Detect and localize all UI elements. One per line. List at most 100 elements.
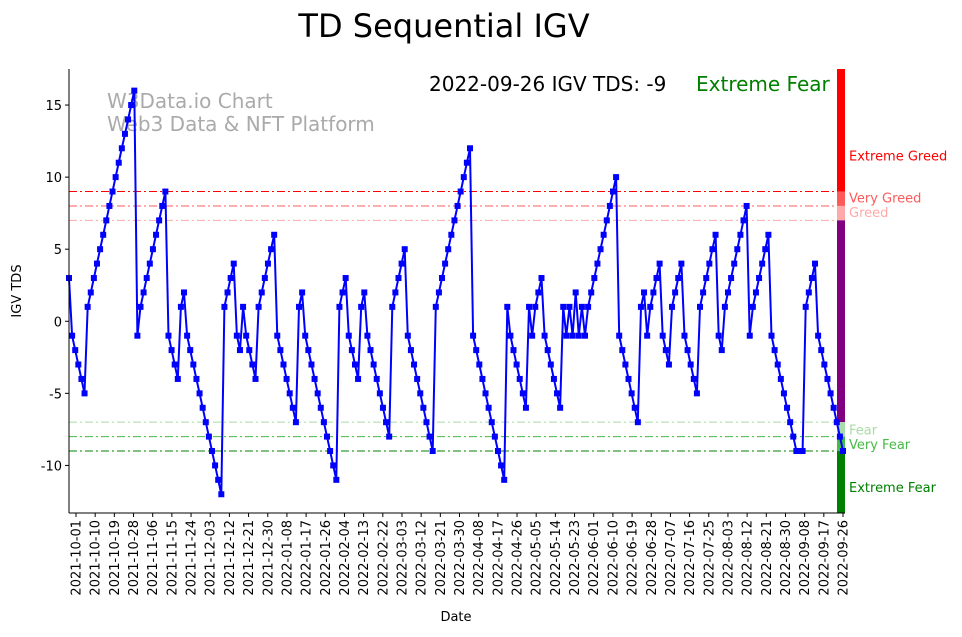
data-point xyxy=(383,419,390,426)
data-point xyxy=(706,260,713,267)
data-point xyxy=(411,361,418,368)
data-point xyxy=(112,174,119,181)
data-point xyxy=(196,390,203,397)
y-tick-label: -10 xyxy=(41,459,62,474)
data-point xyxy=(637,303,644,310)
data-point xyxy=(134,332,141,339)
data-point xyxy=(233,332,240,339)
data-point xyxy=(398,260,405,267)
x-tick-label: 2021-11-15 xyxy=(165,520,180,596)
x-tick-label: 2022-06-19 xyxy=(626,520,641,596)
data-point xyxy=(355,375,362,382)
data-point xyxy=(109,188,116,195)
data-point xyxy=(784,404,791,411)
data-point xyxy=(780,390,787,397)
data-point xyxy=(271,231,278,238)
data-point xyxy=(224,289,231,296)
data-point xyxy=(221,303,228,310)
data-point xyxy=(498,462,505,469)
x-tick-label: 2022-03-30 xyxy=(453,520,468,596)
data-point xyxy=(84,303,91,310)
data-point xyxy=(650,289,657,296)
data-point xyxy=(535,289,542,296)
data-point xyxy=(274,332,281,339)
data-point xyxy=(159,202,166,209)
x-tick-label: 2022-09-08 xyxy=(798,520,813,596)
data-point xyxy=(252,375,259,382)
data-point xyxy=(373,375,380,382)
data-point xyxy=(466,145,473,152)
data-point xyxy=(756,275,763,282)
x-tick-label: 2022-08-30 xyxy=(779,520,794,596)
data-point xyxy=(190,361,197,368)
data-point xyxy=(740,217,747,224)
data-point xyxy=(78,375,85,382)
data-point xyxy=(473,347,480,354)
x-tick-label: 2021-11-24 xyxy=(185,520,200,596)
data-point xyxy=(519,390,526,397)
data-point xyxy=(597,246,604,253)
data-point xyxy=(227,275,234,282)
data-point xyxy=(476,361,483,368)
x-tick-label: 2022-03-12 xyxy=(415,520,430,596)
data-point xyxy=(728,275,735,282)
data-point xyxy=(768,332,775,339)
data-point xyxy=(787,419,794,426)
data-point xyxy=(460,174,467,181)
data-point xyxy=(317,404,324,411)
chart-title: TD Sequential IGV xyxy=(297,7,589,45)
data-point xyxy=(802,303,809,310)
data-point xyxy=(463,159,470,166)
x-tick-label: 2022-03-21 xyxy=(434,520,449,596)
data-point xyxy=(662,347,669,354)
data-point xyxy=(532,303,539,310)
data-point xyxy=(246,347,253,354)
annotation-status: Extreme Fear xyxy=(696,72,831,96)
data-point xyxy=(97,246,104,253)
data-point xyxy=(311,375,318,382)
data-point xyxy=(569,332,576,339)
data-point xyxy=(100,231,107,238)
x-tick-label: 2022-04-17 xyxy=(491,520,506,596)
data-point xyxy=(286,390,293,397)
x-tick-label: 2022-04-26 xyxy=(511,520,526,596)
x-tick-label: 2021-12-03 xyxy=(204,520,219,596)
data-point xyxy=(634,419,641,426)
data-point xyxy=(510,347,517,354)
data-point xyxy=(821,361,828,368)
data-point xyxy=(656,260,663,267)
x-tick-label: 2022-02-13 xyxy=(357,520,372,596)
data-point xyxy=(625,375,632,382)
x-tick-label: 2021-10-01 xyxy=(70,520,85,596)
data-point xyxy=(507,332,514,339)
zone-bar-segment xyxy=(837,422,845,437)
data-point xyxy=(261,275,268,282)
data-point xyxy=(212,462,219,469)
data-point xyxy=(479,375,486,382)
data-point xyxy=(131,87,138,94)
data-point xyxy=(622,361,629,368)
data-point xyxy=(165,332,172,339)
data-point xyxy=(389,303,396,310)
data-point xyxy=(339,289,346,296)
data-point xyxy=(771,347,778,354)
x-tick-label: 2021-10-19 xyxy=(108,520,123,596)
data-point xyxy=(578,303,585,310)
data-point xyxy=(678,260,685,267)
x-tick-label: 2021-12-12 xyxy=(223,520,238,596)
data-point xyxy=(75,361,82,368)
data-point xyxy=(320,419,327,426)
data-point xyxy=(715,332,722,339)
data-point xyxy=(308,361,315,368)
data-point xyxy=(703,275,710,282)
data-point xyxy=(199,404,206,411)
data-point xyxy=(721,303,728,310)
data-point xyxy=(299,289,306,296)
data-point xyxy=(777,375,784,382)
data-point xyxy=(93,260,100,267)
x-tick-label: 2022-02-22 xyxy=(376,520,391,596)
data-point xyxy=(840,448,846,455)
data-point xyxy=(588,289,595,296)
data-point xyxy=(386,433,393,440)
data-point xyxy=(255,303,262,310)
